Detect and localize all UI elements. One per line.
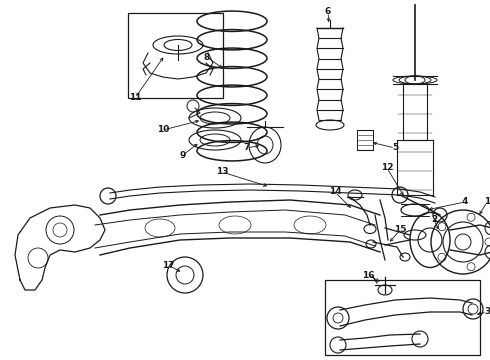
Bar [128, 13, 223, 98]
Text: 2: 2 [431, 216, 437, 225]
Text: 3: 3 [484, 307, 490, 316]
Text: 12: 12 [381, 163, 393, 172]
Text: 11: 11 [129, 94, 141, 103]
Text: 6: 6 [325, 8, 331, 17]
Text: 16: 16 [362, 270, 374, 279]
Text: 4: 4 [462, 198, 468, 207]
Text: 5: 5 [392, 144, 398, 153]
Text: 8: 8 [204, 53, 210, 62]
Text: 7: 7 [244, 144, 250, 153]
Text: 9: 9 [180, 150, 186, 159]
Text: 14: 14 [329, 188, 342, 197]
Text: 17: 17 [162, 261, 174, 270]
Text: 13: 13 [216, 167, 228, 176]
Text: 10: 10 [157, 126, 169, 135]
Bar [325, 280, 480, 355]
Text: 1: 1 [484, 198, 490, 207]
Text: 15: 15 [394, 225, 406, 234]
